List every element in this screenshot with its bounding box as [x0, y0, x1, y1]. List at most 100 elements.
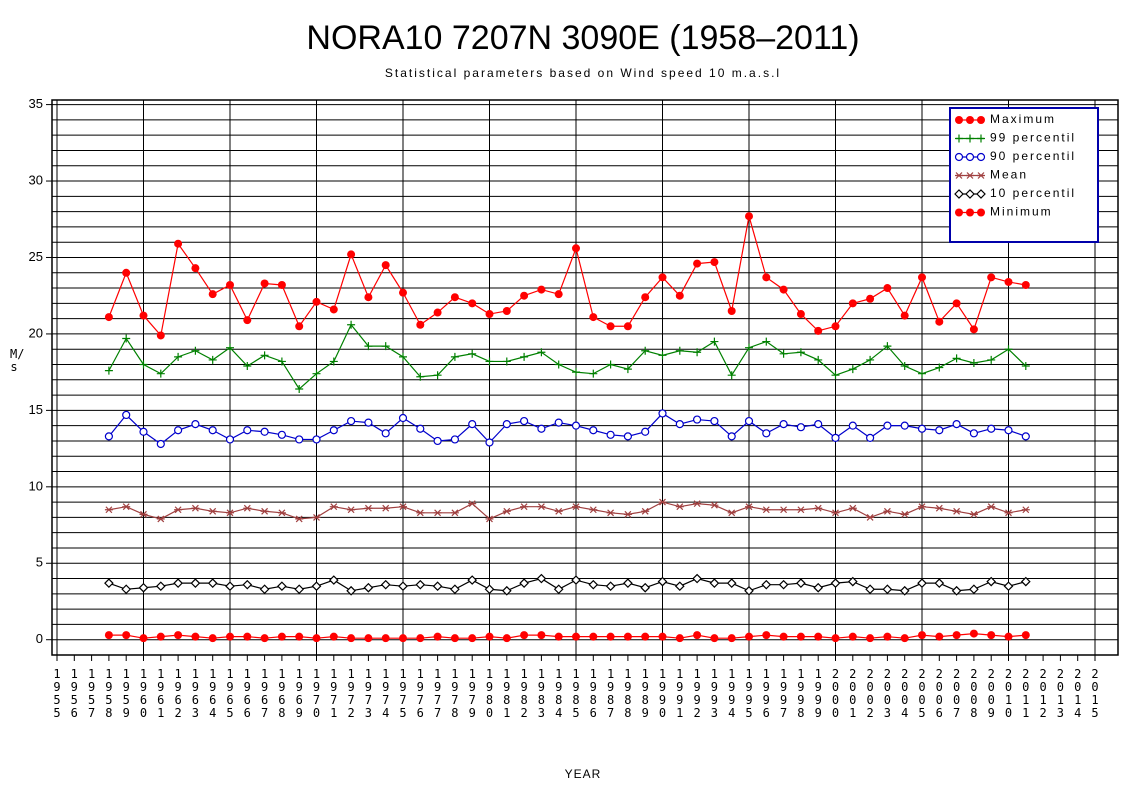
marker [173, 578, 183, 588]
marker [1004, 632, 1013, 641]
marker [139, 510, 148, 518]
marker [762, 273, 771, 282]
x-tick-label: 1971 [330, 667, 338, 720]
marker [900, 311, 909, 320]
marker [312, 297, 321, 306]
marker [987, 273, 996, 282]
marker [831, 634, 840, 643]
marker [416, 372, 425, 381]
marker [295, 384, 304, 393]
marker [207, 578, 218, 588]
marker [966, 208, 974, 217]
x-tick-label: 1967 [260, 667, 269, 720]
marker [208, 290, 217, 299]
marker [814, 355, 823, 364]
marker [796, 632, 805, 641]
x-tick-label: 1957 [87, 667, 96, 720]
marker [122, 268, 131, 277]
marker [485, 357, 494, 366]
marker [935, 363, 944, 372]
y-tick-label: 30 [29, 172, 43, 187]
marker [208, 507, 217, 515]
marker [502, 634, 511, 643]
x-tick-label: 1986 [589, 667, 597, 720]
marker [727, 306, 736, 315]
marker [606, 322, 615, 331]
marker [675, 346, 684, 355]
marker [935, 317, 944, 326]
marker [830, 578, 841, 588]
x-tick-label: 1955 [53, 667, 61, 720]
marker [935, 426, 944, 435]
marker [1003, 581, 1014, 592]
marker [1021, 281, 1030, 289]
marker [329, 305, 338, 314]
x-tick-label: 1982 [520, 667, 528, 720]
marker [589, 313, 598, 322]
x-tick-label: 2011 [1022, 667, 1030, 720]
x-tick-label: 1969 [295, 667, 303, 720]
marker [225, 581, 235, 592]
marker [450, 634, 459, 643]
marker [346, 585, 356, 596]
marker [745, 632, 753, 641]
x-axis-label: YEAR [565, 767, 602, 781]
marker [589, 369, 598, 378]
marker [381, 429, 390, 438]
marker [866, 294, 875, 303]
marker [399, 288, 407, 297]
marker [727, 634, 736, 643]
marker [606, 632, 615, 641]
chart-subtitle: Statistical parameters based on Wind spe… [385, 66, 781, 80]
marker [536, 573, 547, 584]
marker [935, 632, 944, 641]
marker [553, 584, 564, 595]
marker [364, 342, 373, 351]
marker [658, 351, 667, 360]
marker [952, 354, 961, 363]
marker [761, 579, 772, 590]
marker [693, 259, 702, 268]
marker [710, 501, 719, 509]
marker [986, 576, 997, 587]
marker [208, 634, 217, 643]
marker [779, 506, 788, 514]
marker [658, 632, 667, 641]
marker [295, 632, 304, 641]
marker [977, 172, 985, 179]
marker [295, 435, 304, 444]
x-tick-label: 2003 [883, 667, 891, 720]
marker [727, 432, 736, 441]
marker [831, 433, 840, 442]
x-tick-label: 1991 [676, 667, 684, 720]
marker [122, 410, 131, 420]
marker [174, 426, 183, 435]
y-tick-label: 20 [29, 325, 43, 340]
marker [606, 430, 615, 439]
x-tick-label: 1992 [693, 667, 701, 720]
marker [969, 510, 978, 518]
marker [468, 420, 477, 429]
marker [364, 634, 373, 643]
marker [485, 632, 494, 641]
plot-frame [51, 99, 1119, 656]
marker [156, 515, 165, 523]
marker [955, 172, 963, 179]
marker [778, 579, 789, 590]
legend-label: 10 percentil [990, 186, 1076, 200]
marker [674, 581, 685, 592]
marker [969, 429, 979, 438]
marker [139, 427, 148, 436]
marker [328, 575, 339, 585]
legend-label: Maximum [990, 112, 1056, 126]
marker [312, 435, 321, 444]
x-tick-label: 1962 [174, 667, 182, 720]
marker [935, 504, 944, 512]
x-tick-label: 1973 [364, 667, 372, 720]
marker [433, 436, 442, 446]
marker [657, 576, 668, 587]
marker [571, 575, 581, 585]
marker [520, 503, 529, 511]
